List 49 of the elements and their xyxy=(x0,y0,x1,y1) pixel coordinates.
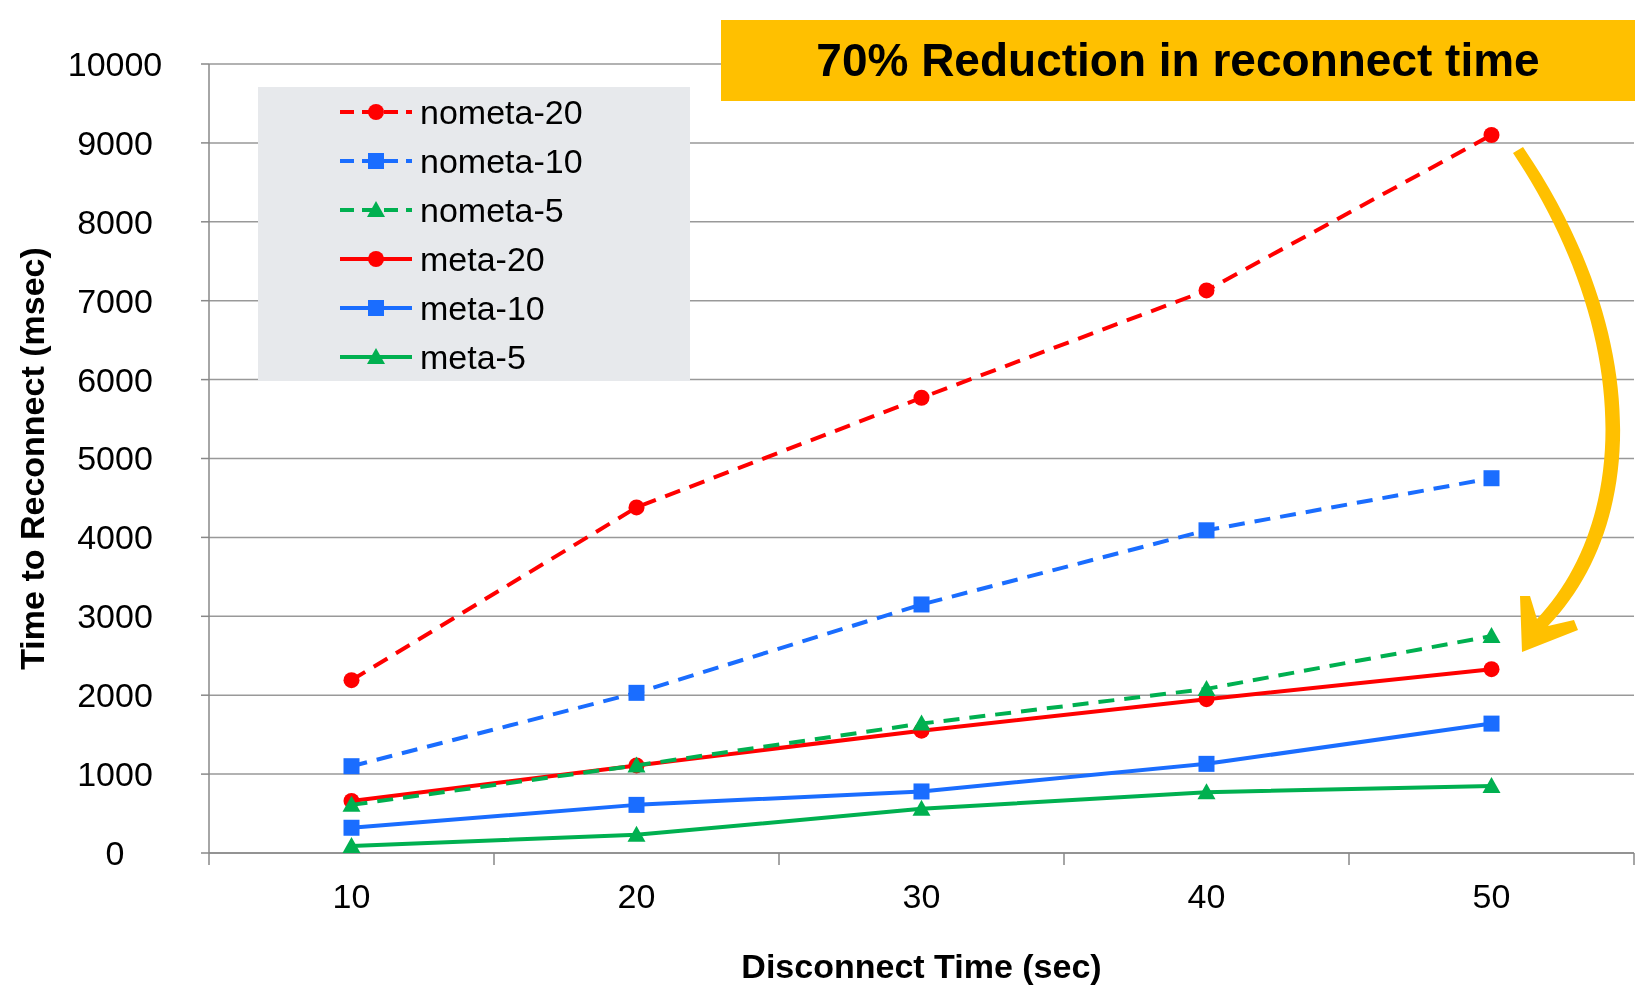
annotation: 70% Reduction in reconnect time xyxy=(816,34,1540,87)
legend-label: meta-10 xyxy=(420,288,545,327)
x-tick-label: 50 xyxy=(1472,877,1511,915)
legend-label: meta-5 xyxy=(420,337,526,376)
point xyxy=(913,389,930,406)
y-tick-label: 4000 xyxy=(77,518,153,557)
legend-label: nometa-5 xyxy=(420,190,564,229)
point xyxy=(343,672,360,689)
point xyxy=(627,825,646,842)
point xyxy=(342,836,361,853)
point xyxy=(628,499,645,516)
point xyxy=(628,796,645,813)
x-tick-label: 10 xyxy=(332,877,371,915)
x-tick-label: 20 xyxy=(617,877,656,915)
point xyxy=(1198,755,1215,772)
point xyxy=(1483,661,1500,678)
point xyxy=(1483,470,1500,487)
x-axis-title: Disconnect Time (sec) xyxy=(741,947,1102,985)
point xyxy=(343,819,360,836)
point xyxy=(913,783,930,800)
point xyxy=(1483,715,1500,732)
point xyxy=(1197,783,1216,800)
point xyxy=(1483,127,1500,144)
y-tick-label: 2000 xyxy=(77,676,153,715)
point xyxy=(913,596,930,613)
y-tick-label: 3000 xyxy=(77,597,153,636)
point xyxy=(343,758,360,775)
y-tick-label: 0 xyxy=(105,833,125,872)
legend-label: meta-20 xyxy=(420,239,545,278)
point xyxy=(1482,627,1501,644)
x-tick-label: 30 xyxy=(902,877,941,915)
point xyxy=(1482,776,1501,793)
y-axis-title: Time to Reconnect (msec) xyxy=(13,247,51,670)
y-tick-label: 7000 xyxy=(77,281,153,320)
y-tick-label: 6000 xyxy=(77,360,153,399)
x-tick-label: 40 xyxy=(1187,877,1226,915)
y-tick-label: 10000 xyxy=(67,44,163,83)
y-tick-label: 8000 xyxy=(77,202,153,241)
point xyxy=(1198,522,1215,539)
legend-label: nometa-20 xyxy=(420,92,583,131)
point xyxy=(912,714,931,731)
point xyxy=(912,799,931,816)
y-tick-label: 1000 xyxy=(77,755,153,793)
y-tick-label: 9000 xyxy=(77,123,153,162)
legend-label: nometa-10 xyxy=(420,141,583,180)
point xyxy=(1197,679,1216,696)
point xyxy=(1198,282,1215,299)
y-tick-label: 5000 xyxy=(77,439,153,478)
point xyxy=(628,684,645,701)
